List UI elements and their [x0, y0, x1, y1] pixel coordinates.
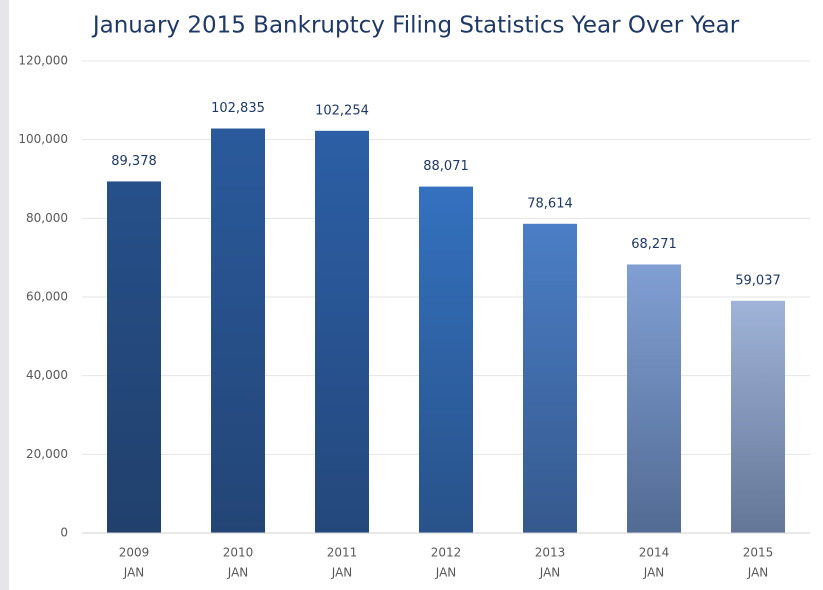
x-tick-label: 2011: [327, 546, 358, 560]
bar: [211, 128, 265, 533]
x-tick-label: 2012: [431, 546, 462, 560]
x-tick-label: 2013: [535, 546, 566, 560]
x-tick-label: JAN: [331, 566, 353, 580]
bar: [419, 186, 473, 533]
x-tick-label: JAN: [227, 566, 249, 580]
bar: [731, 300, 785, 533]
bar: [107, 181, 161, 533]
y-tick-label: 60,000: [26, 290, 68, 304]
y-tick-label: 40,000: [26, 368, 68, 382]
x-tick-label: JAN: [539, 566, 561, 580]
x-tick-label: 2010: [223, 546, 254, 560]
value-label: 59,037: [735, 273, 781, 288]
x-tick-label: 2009: [119, 546, 150, 560]
bar: [627, 264, 681, 533]
x-tick-label: JAN: [747, 566, 769, 580]
x-tick-label: 2014: [639, 546, 670, 560]
value-label: 102,254: [315, 103, 369, 118]
x-tick-label: JAN: [123, 566, 145, 580]
bar: [315, 130, 369, 533]
value-label: 78,614: [527, 196, 573, 211]
bar: [523, 223, 577, 534]
y-tick-label: 20,000: [26, 447, 68, 461]
x-tick-label: 2015: [743, 546, 774, 560]
y-tick-label: 100,000: [18, 132, 68, 146]
value-label: 68,271: [631, 237, 677, 252]
value-label: 89,378: [111, 154, 157, 169]
value-label: 88,071: [423, 159, 469, 174]
x-tick-label: JAN: [643, 566, 665, 580]
side-strip: [0, 0, 9, 590]
y-tick-label: 80,000: [26, 211, 68, 225]
x-tick-label: JAN: [435, 566, 457, 580]
y-tick-label: 120,000: [18, 54, 68, 68]
chart-title: January 2015 Bankruptcy Filing Statistic…: [91, 13, 740, 39]
value-label: 102,835: [211, 101, 265, 116]
y-tick-label: 0: [60, 526, 68, 540]
